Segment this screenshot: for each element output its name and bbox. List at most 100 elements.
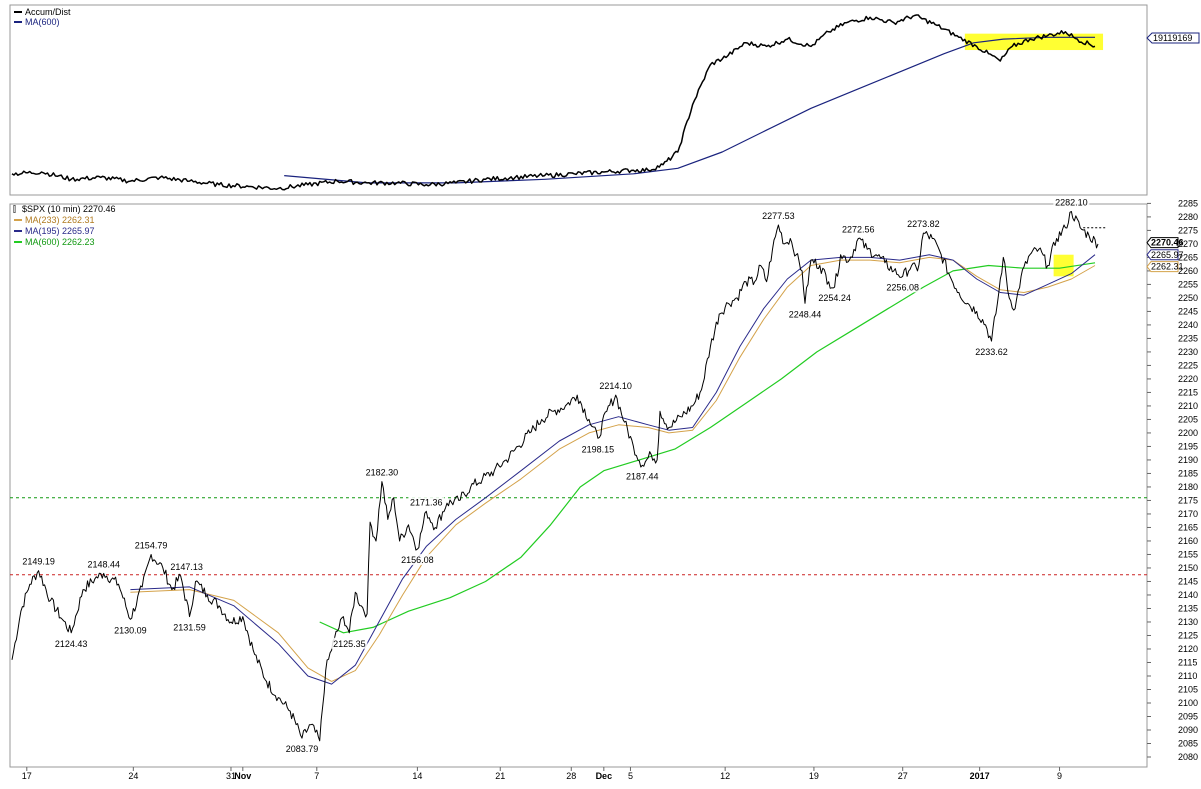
data-label-bg xyxy=(597,380,634,392)
y-tick-label: 2155 xyxy=(1178,549,1198,559)
x-tick-label: 21 xyxy=(495,771,505,781)
y-tick-label: 2135 xyxy=(1178,603,1198,613)
data-label-bg xyxy=(816,292,853,304)
data-label-bg xyxy=(20,555,57,567)
upper-panel xyxy=(11,14,1104,191)
price-panel: 2149.19 2124.43 2148.44 2154.79 2147.13 2130.… xyxy=(10,196,1147,755)
y-tick-label: 2170 xyxy=(1178,509,1198,519)
x-tick-label: 14 xyxy=(412,771,422,781)
y-tick-label: 2245 xyxy=(1178,306,1198,316)
data-label-bg xyxy=(363,466,400,478)
data-label: 2156.08 xyxy=(401,555,434,565)
y-tick-label: 2120 xyxy=(1178,644,1198,654)
y-tick-label: 2210 xyxy=(1178,401,1198,411)
data-label-bg xyxy=(624,470,661,482)
data-label-bg xyxy=(331,637,368,649)
data-label: 2124.43 xyxy=(55,639,88,649)
legend-ma233: MA(233) 2262.31 xyxy=(25,215,95,225)
x-tick-label: 28 xyxy=(566,771,576,781)
price-tag xyxy=(1146,237,1179,249)
data-label-bg xyxy=(399,554,436,566)
x-tick-label: 17 xyxy=(22,771,32,781)
y-tick-label: 2285 xyxy=(1178,198,1198,208)
data-label: 2187.44 xyxy=(626,471,659,481)
ma600-line xyxy=(319,262,1096,634)
candle-icon: ⫿ xyxy=(13,204,16,214)
x-tick-label: 31 xyxy=(226,771,236,781)
y-tick-label: 2220 xyxy=(1178,374,1198,384)
y-tick-label: 2230 xyxy=(1178,347,1198,357)
x-tick-label: 2017 xyxy=(970,771,990,781)
y-tick-label: 2275 xyxy=(1178,225,1198,235)
price-tag-text: 2262.31 xyxy=(1151,262,1184,272)
y-tick-label: 2080 xyxy=(1178,752,1198,762)
x-tick-label: 19 xyxy=(809,771,819,781)
accum-ma600-line xyxy=(284,36,1095,184)
y-tick-label: 2270 xyxy=(1178,239,1198,249)
x-tick-label: 12 xyxy=(720,771,730,781)
y-tick-label: 2225 xyxy=(1178,360,1198,370)
legend-swatch-ma600 xyxy=(14,241,22,243)
data-label-bg xyxy=(283,743,320,755)
y-tick-label: 2175 xyxy=(1178,495,1198,505)
price-line xyxy=(11,211,1099,742)
data-label: 2256.08 xyxy=(886,282,919,292)
data-label-bg xyxy=(884,281,921,293)
data-label: 2277.53 xyxy=(762,211,795,221)
y-tick-label: 2235 xyxy=(1178,333,1198,343)
lower-panel-frame xyxy=(9,203,1148,768)
y-tick-label: 2165 xyxy=(1178,522,1198,532)
price-tag xyxy=(1146,261,1179,273)
y-tick-label: 2240 xyxy=(1178,320,1198,330)
data-label-bg xyxy=(408,496,445,508)
data-label: 2147.13 xyxy=(170,562,203,572)
y-tick-label: 2190 xyxy=(1178,455,1198,465)
y-tick-label: 2125 xyxy=(1178,630,1198,640)
legend-ma600: MA(600) 2262.23 xyxy=(25,237,95,247)
legend-swatch-ma233 xyxy=(14,219,22,221)
y-tick-label: 2085 xyxy=(1178,738,1198,748)
y-tick-label: 2095 xyxy=(1178,711,1198,721)
y-tick-label: 2250 xyxy=(1178,293,1198,303)
x-tick-label: 7 xyxy=(314,771,319,781)
y-tick-label: 2280 xyxy=(1178,212,1198,222)
data-label-bg xyxy=(168,561,205,573)
y-tick-label: 2200 xyxy=(1178,428,1198,438)
y-tick-label: 2140 xyxy=(1178,590,1198,600)
data-label: 2125.35 xyxy=(333,639,366,649)
y-tick-label: 2110 xyxy=(1178,671,1197,681)
data-label-bg xyxy=(905,218,942,230)
y-tick-label: 2215 xyxy=(1178,387,1198,397)
legend-ma600-upper: MA(600) xyxy=(25,17,60,27)
data-label-bg xyxy=(579,443,616,455)
data-label: 2148.44 xyxy=(87,559,120,569)
data-label-bg xyxy=(760,210,797,222)
x-tick-label: 9 xyxy=(1057,771,1062,781)
data-label-bg xyxy=(85,558,122,570)
data-label-bg xyxy=(787,308,824,320)
y-tick-label: 2265 xyxy=(1178,252,1198,262)
legend-swatch-ma195 xyxy=(14,230,22,232)
y-tick-label: 2090 xyxy=(1178,725,1198,735)
y-tick-label: 2255 xyxy=(1178,279,1198,289)
data-label: 2214.10 xyxy=(599,381,632,391)
y-tick-label: 2105 xyxy=(1178,684,1198,694)
legend-spx: $SPX (10 min) 2270.46 xyxy=(22,204,116,214)
data-label: 2273.82 xyxy=(907,219,940,229)
data-label: 2131.59 xyxy=(173,623,206,633)
legend-accum-dist: Accum/Dist xyxy=(25,7,71,17)
data-label: 2198.15 xyxy=(582,444,615,454)
data-label-bg xyxy=(112,624,149,636)
data-label: 2272.56 xyxy=(842,225,875,235)
data-label: 2233.62 xyxy=(975,347,1008,357)
legend-swatch-accum xyxy=(14,11,22,13)
x-tick-label: 5 xyxy=(628,771,633,781)
y-tick-label: 2145 xyxy=(1178,576,1198,586)
data-label: 2171.36 xyxy=(410,497,443,507)
data-label-bg xyxy=(1053,196,1090,208)
y-tick-label: 2260 xyxy=(1178,266,1198,276)
price-tag-text: 2265.97 xyxy=(1151,250,1184,260)
data-label: 2254.24 xyxy=(818,293,851,303)
accum-value-tag: 19119169 xyxy=(1146,32,1200,44)
